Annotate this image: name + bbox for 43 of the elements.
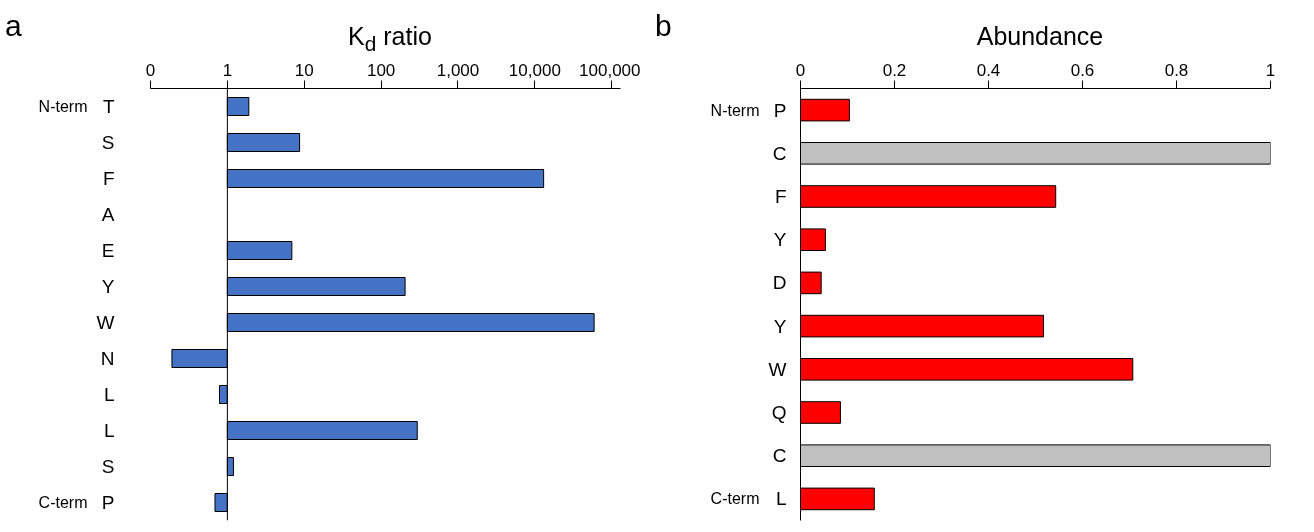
text: N-term — [710, 101, 760, 119]
y-tick-label: T — [102, 96, 115, 117]
y-tick-label: N — [100, 348, 115, 369]
y-tick-label: F — [774, 186, 787, 207]
text: C-term — [38, 494, 88, 511]
y-tick-label: L — [775, 488, 787, 510]
x-tick-label: 0 — [145, 60, 156, 80]
y-tick-label: C — [772, 142, 787, 164]
x-tick-label: 0.4 — [976, 60, 1001, 80]
x-tick-label: 1 — [222, 60, 233, 80]
y-tick-label: F — [102, 168, 115, 189]
x-tick-label: 0.6 — [1070, 60, 1095, 80]
y-tick-label: P — [101, 492, 115, 513]
x-tick-label: 0.2 — [882, 60, 907, 80]
text: C-term — [710, 490, 760, 508]
y-tick-label: Y — [773, 315, 787, 337]
y-tick-label: Q — [771, 402, 787, 423]
y-tick-label: S — [101, 456, 115, 477]
y-tick-label: P — [773, 99, 787, 121]
text: N-term — [38, 98, 88, 115]
chart-title: a — [5, 8, 22, 44]
chart-title: b — [655, 8, 672, 44]
x-tick-label: 100 — [366, 60, 396, 80]
y-tick-label: L — [103, 420, 115, 441]
x-tick-label: 0.8 — [1164, 60, 1189, 80]
y-tick-label: E — [101, 240, 115, 261]
y-tick-label: L — [103, 384, 115, 405]
y-tick-label: Y — [773, 229, 787, 251]
x-tick-label: 100,000 — [579, 60, 641, 80]
y-tick-label: C — [772, 445, 787, 467]
x-tick-label: 10 — [294, 60, 314, 80]
y-tick-label: W — [96, 312, 115, 333]
x-axis-title: K$_{d}$ ratio — [347, 21, 433, 57]
y-tick-label: A — [101, 204, 115, 225]
y-tick-label: Y — [101, 276, 115, 297]
x-tick-label: 1 — [1265, 60, 1276, 80]
y-tick-label: D — [772, 272, 787, 294]
x-tick-label: 1,000 — [436, 60, 480, 80]
x-tick-label: 10,000 — [508, 60, 561, 80]
y-tick-label: S — [101, 132, 115, 153]
x-axis-title: Abundance — [975, 21, 1105, 52]
y-tick-label: W — [768, 358, 787, 380]
x-tick-label: 0 — [795, 60, 806, 80]
